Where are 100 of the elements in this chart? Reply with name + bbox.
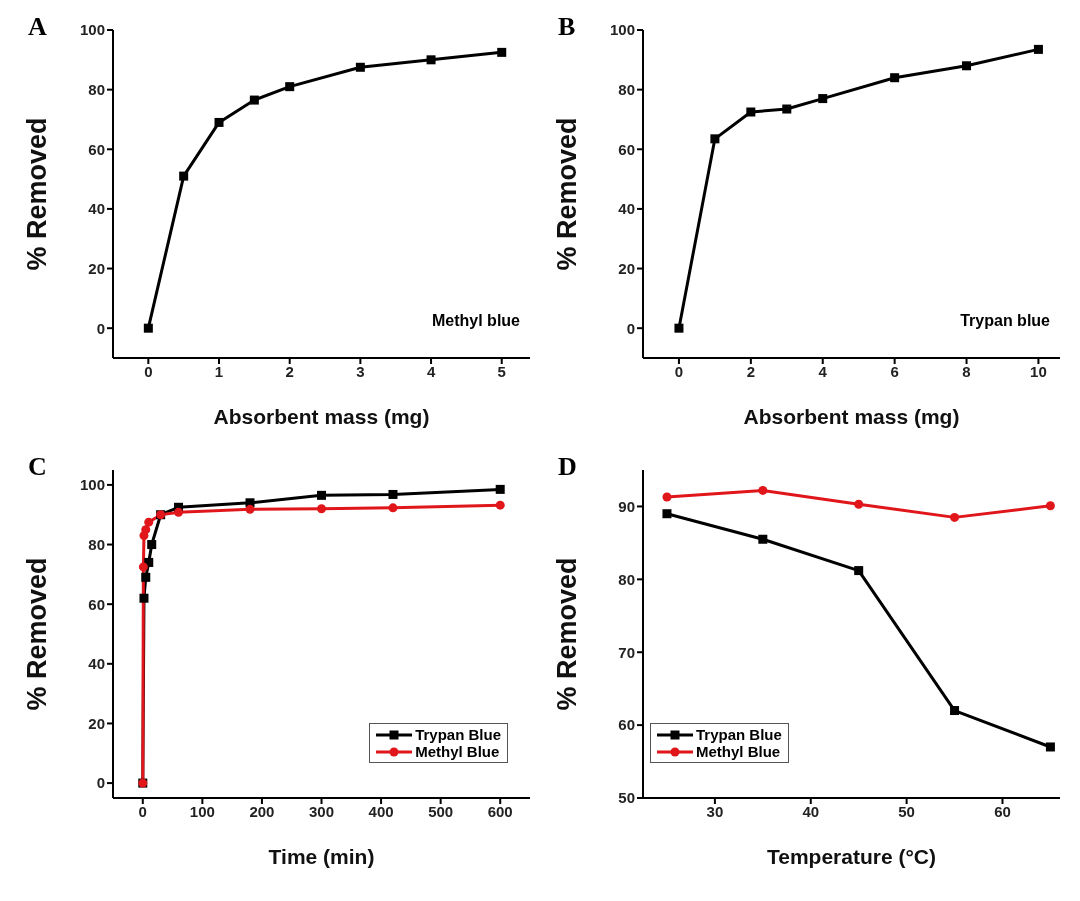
point [1045,742,1055,752]
x-tick-label: 2 [746,362,756,380]
y-tick-label: 80 [88,535,105,553]
x-axis-title: Time (min) [268,845,375,868]
x-tick-label: 300 [308,802,335,820]
y-tick-label: 100 [609,21,635,39]
x-tick-label: 50 [898,802,915,820]
y-tick-label: 20 [618,259,635,277]
point [782,104,792,114]
point [962,61,972,71]
point [1045,501,1055,511]
point [662,492,672,502]
point [388,489,398,499]
y-tick-label: 60 [618,140,635,158]
legend-label: Trypan Blue [696,726,782,743]
annotation: Methyl blue [431,312,520,330]
point [495,500,505,510]
y-tick-label: 20 [88,714,105,732]
point [141,525,151,535]
x-tick-label: 2 [285,362,294,380]
point [147,540,157,550]
point [758,485,768,495]
chart-title: B [558,12,576,42]
y-axis-title: % Removed [551,117,582,271]
x-tick-label: 60 [994,802,1011,820]
point [139,593,149,603]
legend-label: Methyl Blue [696,743,781,760]
x-tick-label: 5 [497,362,506,380]
x-tick-label: 10 [1030,362,1047,380]
chart-title: C [28,452,47,482]
point [174,507,184,517]
point [141,572,151,582]
y-tick-label: 100 [79,21,105,39]
y-tick-label: 50 [618,789,635,807]
point [746,107,756,117]
point [890,73,900,83]
point [355,62,365,72]
x-tick-label: 40 [802,802,820,820]
y-tick-label: 0 [96,319,105,337]
point [285,82,295,92]
y-tick-label: 60 [618,716,635,734]
x-tick-label: 100 [189,802,215,820]
point [818,94,828,104]
legend-label: Trypan Blue [415,726,501,743]
y-tick-label: 80 [88,80,105,98]
x-tick-label: 400 [368,802,394,820]
point [854,566,864,576]
x-tick-label: 1 [214,362,224,380]
y-tick-label: 100 [79,476,105,494]
point [138,562,148,572]
point [854,499,864,509]
y-tick-label: 90 [618,497,635,515]
x-tick-label: 6 [890,362,899,380]
x-tick-label: 30 [706,802,724,820]
y-tick-label: 80 [618,570,635,588]
chart-title: D [558,452,577,482]
point [950,512,960,522]
x-tick-label: 3 [356,362,365,380]
point [214,117,224,127]
point [662,509,672,519]
x-tick-label: 4 [426,362,436,380]
x-tick-label: 8 [962,362,971,380]
y-tick-label: 60 [88,595,105,613]
point [710,134,720,144]
point [426,55,436,65]
point [317,490,326,500]
x-tick-label: 600 [487,802,513,820]
x-axis-title: Temperature (°C) [766,845,937,868]
point [249,95,259,105]
point [179,171,189,181]
point [317,504,326,514]
y-tick-label: 70 [618,643,635,661]
y-tick-label: 60 [88,140,105,158]
x-axis-title: Absorbent mass (mg) [743,405,960,428]
legend-label: Methyl Blue [415,743,500,760]
point [497,47,507,57]
point [495,484,505,494]
x-axis-title: Absorbent mass (mg) [213,405,430,428]
annotation: Trypan blue [960,312,1050,330]
x-tick-label: 500 [428,802,454,820]
y-axis-title: % Removed [21,557,52,711]
y-tick-label: 0 [626,319,635,337]
x-tick-label: 200 [249,802,275,820]
point [143,323,153,333]
point [674,323,684,333]
point [1033,44,1043,54]
y-tick-label: 20 [88,259,105,277]
y-tick-label: 40 [618,200,635,218]
y-axis-title: % Removed [21,117,52,271]
chart-title: A [28,12,47,42]
point [388,503,398,513]
point [950,706,960,716]
x-tick-label: 0 [674,362,684,380]
x-tick-label: 0 [138,802,147,820]
x-tick-label: 4 [818,362,828,380]
y-axis-title: % Removed [551,557,582,711]
y-tick-label: 80 [618,80,635,98]
y-tick-label: 0 [96,774,105,792]
x-tick-label: 0 [144,362,153,380]
point [144,517,154,527]
